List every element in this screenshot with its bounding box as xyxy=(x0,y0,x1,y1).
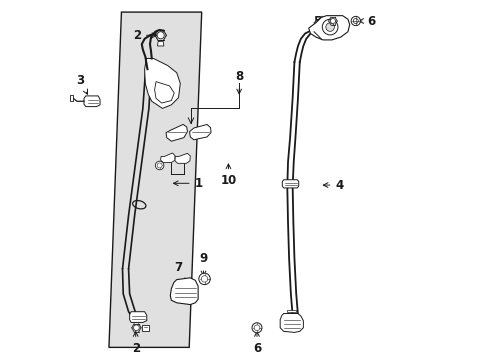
Circle shape xyxy=(350,16,360,26)
Circle shape xyxy=(251,323,262,333)
Text: 3: 3 xyxy=(76,74,87,94)
Circle shape xyxy=(352,18,358,23)
Polygon shape xyxy=(157,41,163,46)
Circle shape xyxy=(254,325,259,330)
Polygon shape xyxy=(142,325,149,331)
Polygon shape xyxy=(154,82,174,103)
Circle shape xyxy=(201,276,207,282)
Circle shape xyxy=(155,161,163,170)
Text: 8: 8 xyxy=(235,71,243,94)
Circle shape xyxy=(322,19,337,35)
Circle shape xyxy=(157,32,164,39)
Text: 6: 6 xyxy=(358,14,375,27)
Polygon shape xyxy=(308,15,349,40)
Polygon shape xyxy=(280,314,303,332)
Polygon shape xyxy=(175,153,190,163)
Polygon shape xyxy=(286,310,296,312)
Text: 6: 6 xyxy=(252,332,261,355)
Circle shape xyxy=(330,18,335,23)
Polygon shape xyxy=(109,12,201,347)
Polygon shape xyxy=(129,312,146,323)
Circle shape xyxy=(325,23,334,31)
Polygon shape xyxy=(166,125,187,141)
Polygon shape xyxy=(189,125,210,140)
Text: 7: 7 xyxy=(174,261,184,283)
Text: 2: 2 xyxy=(133,29,157,42)
Circle shape xyxy=(199,273,210,285)
Text: 4: 4 xyxy=(323,179,343,192)
Polygon shape xyxy=(144,58,180,108)
Text: 5: 5 xyxy=(312,14,327,27)
Text: 9: 9 xyxy=(199,252,207,276)
Text: 10: 10 xyxy=(220,164,236,188)
Polygon shape xyxy=(84,96,100,107)
Polygon shape xyxy=(282,180,298,188)
Circle shape xyxy=(157,163,162,168)
Text: 2: 2 xyxy=(131,332,140,355)
Polygon shape xyxy=(170,278,198,305)
Text: 1: 1 xyxy=(173,177,202,190)
Polygon shape xyxy=(161,153,175,163)
Polygon shape xyxy=(70,95,73,100)
Circle shape xyxy=(133,325,139,330)
